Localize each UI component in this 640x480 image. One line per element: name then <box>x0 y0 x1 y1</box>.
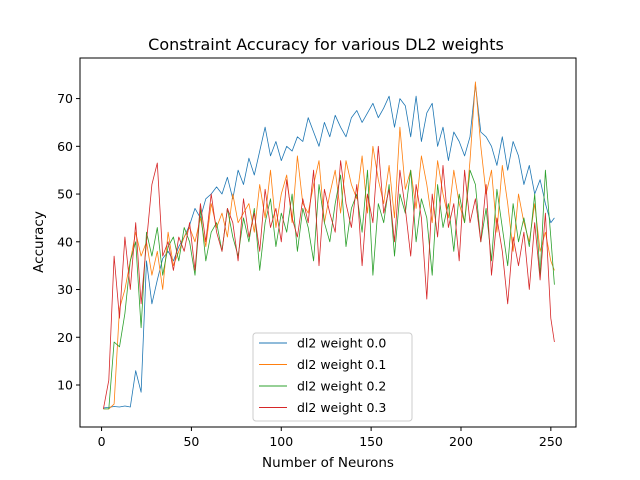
y-tick-label-4: 50 <box>57 187 73 202</box>
legend: dl2 weight 0.0 dl2 weight 0.1 dl2 weight 0… <box>252 332 413 422</box>
series-line-3 <box>103 145 555 409</box>
legend-box <box>252 332 413 422</box>
y-tick-label-1: 20 <box>57 330 73 345</box>
series-layer <box>103 81 555 410</box>
y-tick-label-5: 60 <box>57 139 73 154</box>
y-axis-ticks: 10 20 30 40 50 60 70 <box>57 91 80 392</box>
y-tick-label-2: 30 <box>57 282 73 297</box>
legend-label-1: dl2 weight 0.1 <box>297 357 386 372</box>
y-axis-label: Accuracy <box>31 211 47 273</box>
series-line-1 <box>103 81 555 410</box>
chart-title: Constraint Accuracy for various DL2 weig… <box>148 35 504 54</box>
legend-label-0: dl2 weight 0.0 <box>297 336 386 351</box>
y-tick-label-0: 10 <box>57 377 73 392</box>
x-tick-label-2: 100 <box>269 434 293 449</box>
x-axis-label: Number of Neurons <box>262 455 394 471</box>
plot-frame <box>79 57 577 428</box>
legend-label-3: dl2 weight 0.3 <box>297 400 386 415</box>
y-tick-label-3: 40 <box>57 234 73 249</box>
x-tick-label-3: 150 <box>359 434 383 449</box>
x-axis-ticks: 0 50 100 150 200 250 <box>98 427 563 449</box>
x-tick-label-4: 200 <box>449 434 473 449</box>
x-tick-label-5: 250 <box>539 434 563 449</box>
series-line-0 <box>103 83 555 409</box>
y-tick-label-6: 70 <box>57 91 73 106</box>
legend-label-2: dl2 weight 0.2 <box>297 379 386 394</box>
x-tick-label-0: 0 <box>98 434 106 449</box>
x-tick-label-1: 50 <box>183 434 199 449</box>
